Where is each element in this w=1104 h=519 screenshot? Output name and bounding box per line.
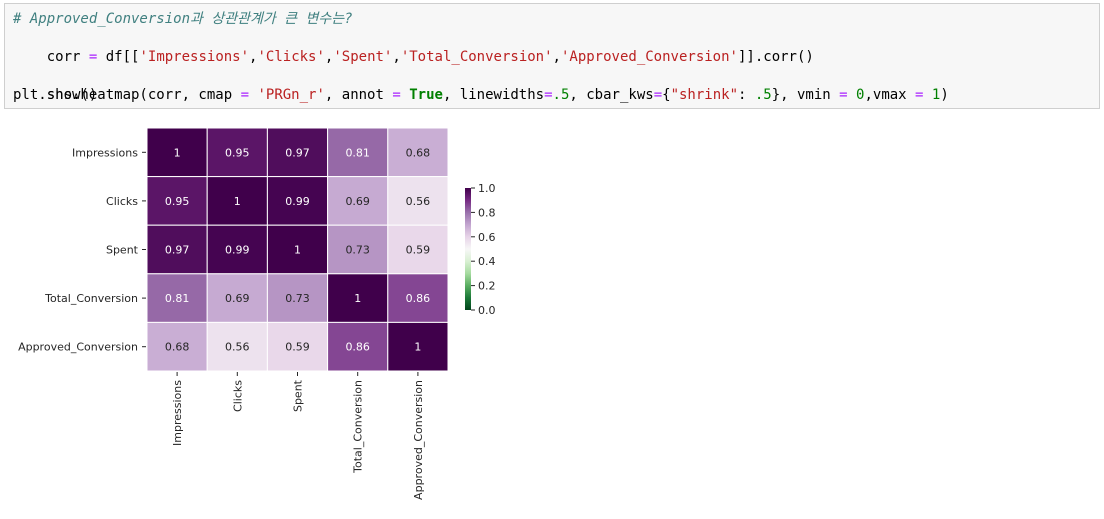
- colorbar: [465, 188, 471, 310]
- heatmap-annotation: 0.99: [225, 244, 250, 257]
- heatmap-annotation: 1: [234, 195, 241, 208]
- heatmap-annotation: 1: [294, 244, 301, 257]
- heatmap-annotation: 0.81: [165, 292, 190, 305]
- heatmap-annotation: 0.95: [165, 195, 190, 208]
- code-comment-line: # Approved_Conversion과 상관관계가 큰 변수는?: [13, 11, 353, 27]
- colorbar-tick-label: 0.6: [478, 231, 496, 244]
- heatmap-annotation: 0.97: [165, 244, 190, 257]
- heatmap-cell: [387, 176, 449, 226]
- heatmap-annotation: 0.56: [406, 195, 431, 208]
- heatmap-cell: [146, 321, 208, 372]
- heatmap-annotation: 0.68: [165, 341, 190, 354]
- heatmap-annotation: 0.86: [406, 292, 431, 305]
- heatmap-cell: [327, 321, 389, 372]
- heatmap-cell: [327, 176, 389, 226]
- heatmap-annotation: 0.59: [406, 244, 431, 257]
- heatmap-cell: [387, 224, 449, 275]
- heatmap-annotation: 0.81: [345, 146, 370, 159]
- x-tick-label: Total_Conversion: [352, 380, 365, 474]
- x-tick-label: Approved_Conversion: [412, 380, 425, 500]
- y-tick-label: Total_Conversion: [44, 292, 138, 305]
- heatmap-annotation: 0.86: [345, 341, 370, 354]
- heatmap-cell: [206, 224, 268, 275]
- heatmap-cell: [327, 127, 389, 178]
- heatmap-cell: [327, 273, 389, 323]
- y-tick-label: Approved_Conversion: [18, 341, 138, 354]
- colorbar-tick-label: 0.4: [478, 255, 496, 268]
- colorbar-tick-label: 1.0: [478, 182, 496, 195]
- colorbar-tick-label: 0.8: [478, 206, 496, 219]
- heatmap-annotation: 1: [414, 341, 421, 354]
- x-tick-label: Impressions: [171, 380, 184, 446]
- heatmap-annotation: 0.97: [285, 146, 310, 159]
- heatmap-cell: [266, 321, 329, 372]
- colorbar-tick-label: 0.0: [478, 304, 496, 317]
- heatmap-annotation: 0.68: [406, 146, 431, 159]
- heatmap-cell: [146, 224, 208, 275]
- y-tick-label: Spent: [106, 244, 139, 257]
- heatmap-annotation: 0.73: [285, 292, 310, 305]
- code-cell[interactable]: # Approved_Conversion과 상관관계가 큰 변수는? corr…: [4, 3, 1100, 109]
- heatmap-cell: [266, 176, 329, 226]
- heatmap-cell: [266, 224, 329, 275]
- heatmap-annotation: 0.69: [225, 292, 250, 305]
- heatmap-cell: [206, 273, 268, 323]
- heatmap-cell: [266, 127, 329, 178]
- heatmap-annotation: 1: [354, 292, 361, 305]
- heatmap-cell: [327, 224, 389, 275]
- x-tick-label: Spent: [292, 379, 305, 412]
- heatmap-cell: [387, 273, 449, 323]
- heatmap-chart: 1 0.95 0.97 0.81 0.680.95 1 0.99 0.69 0.560.97 0.…: [18, 127, 496, 500]
- colorbar-tick-label: 0.2: [478, 280, 496, 293]
- heatmap-cell: [266, 273, 329, 323]
- heatmap-annotation: 0.59: [285, 341, 310, 354]
- heatmap-annotation: 0.73: [345, 244, 370, 257]
- heatmap-annotation: 0.99: [285, 195, 310, 208]
- heatmap-annotation: 0.69: [345, 195, 370, 208]
- heatmap-annotation: 0.56: [225, 341, 250, 354]
- code-line-show: plt.show(): [13, 87, 98, 103]
- x-tick-label: Clicks: [231, 380, 244, 412]
- y-tick-label: Impressions: [72, 146, 138, 159]
- code-line-corr: corr = df[['Impressions','Clicks','Spent…: [46, 49, 814, 65]
- heatmap-annotation: 1: [174, 146, 181, 159]
- heatmap-cell: [387, 321, 449, 372]
- heatmap-annotation: 0.95: [225, 146, 250, 159]
- y-tick-label: Clicks: [106, 195, 138, 208]
- heatmap-cell: [146, 127, 208, 178]
- code-line-heatmap: sns.heatmap(corr, cmap = 'PRGn_r', annot…: [46, 87, 949, 103]
